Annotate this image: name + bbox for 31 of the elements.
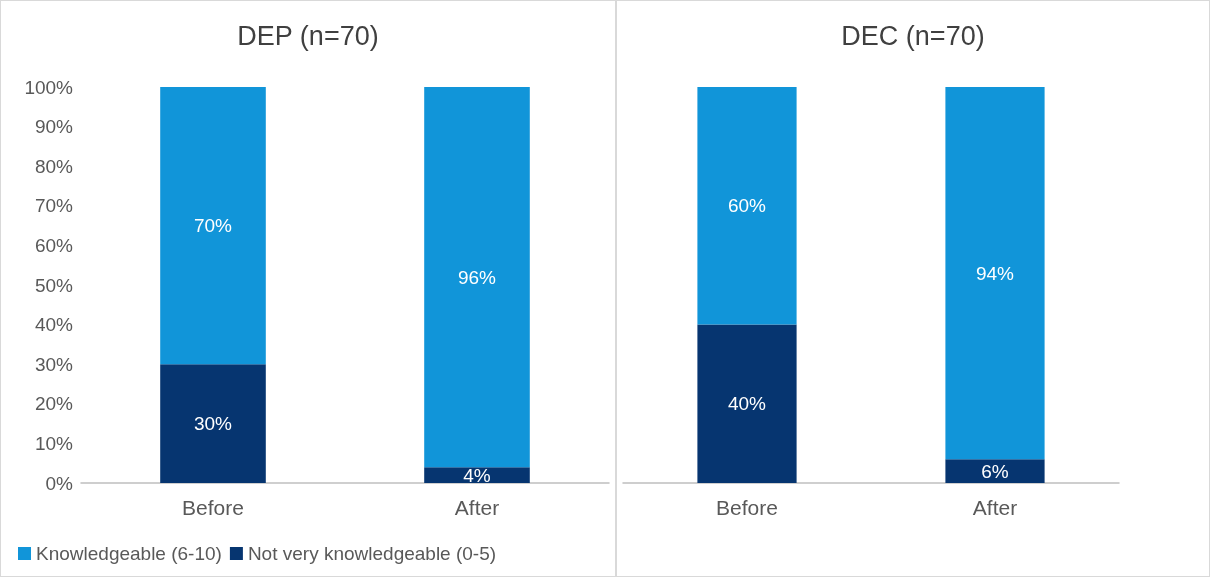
y-tick-label: 70%	[34, 195, 74, 217]
chart-title: DEC (n=70)	[841, 20, 985, 51]
bar	[160, 364, 266, 483]
x-tick-label: Before	[182, 496, 244, 519]
y-tick-label: 100%	[24, 76, 74, 98]
bar	[424, 467, 530, 483]
x-tick-label: Before	[716, 496, 778, 519]
y-tick-label: 40%	[34, 314, 74, 336]
y-tick-label: 10%	[34, 432, 74, 454]
bar	[160, 87, 266, 365]
y-tick-label: 50%	[34, 274, 74, 296]
data-label: 70%	[193, 215, 233, 237]
x-tick-label: After	[972, 496, 1018, 519]
y-tick-label: 60%	[34, 234, 74, 256]
y-tick-label: 20%	[34, 393, 74, 415]
y-tick-label: 0%	[45, 472, 74, 494]
y-tick-label: 80%	[34, 155, 74, 177]
data-label: 40%	[727, 393, 767, 415]
chart-title: DEP (n=70)	[237, 20, 379, 51]
data-label: 96%	[457, 266, 497, 288]
data-label: 4%	[463, 464, 491, 486]
data-label: 60%	[727, 195, 767, 217]
y-tick-label: 30%	[34, 353, 74, 375]
bar	[424, 87, 530, 468]
legend-label: Knowledgeable (6-10)	[36, 543, 222, 564]
y-tick-label: 90%	[34, 116, 74, 138]
data-label: 94%	[975, 262, 1015, 284]
data-label: 6%	[981, 460, 1009, 482]
data-label: 30%	[193, 413, 233, 435]
x-tick-label: After	[454, 496, 500, 519]
legend-label: Not very knowledgeable (0-5)	[247, 543, 497, 564]
